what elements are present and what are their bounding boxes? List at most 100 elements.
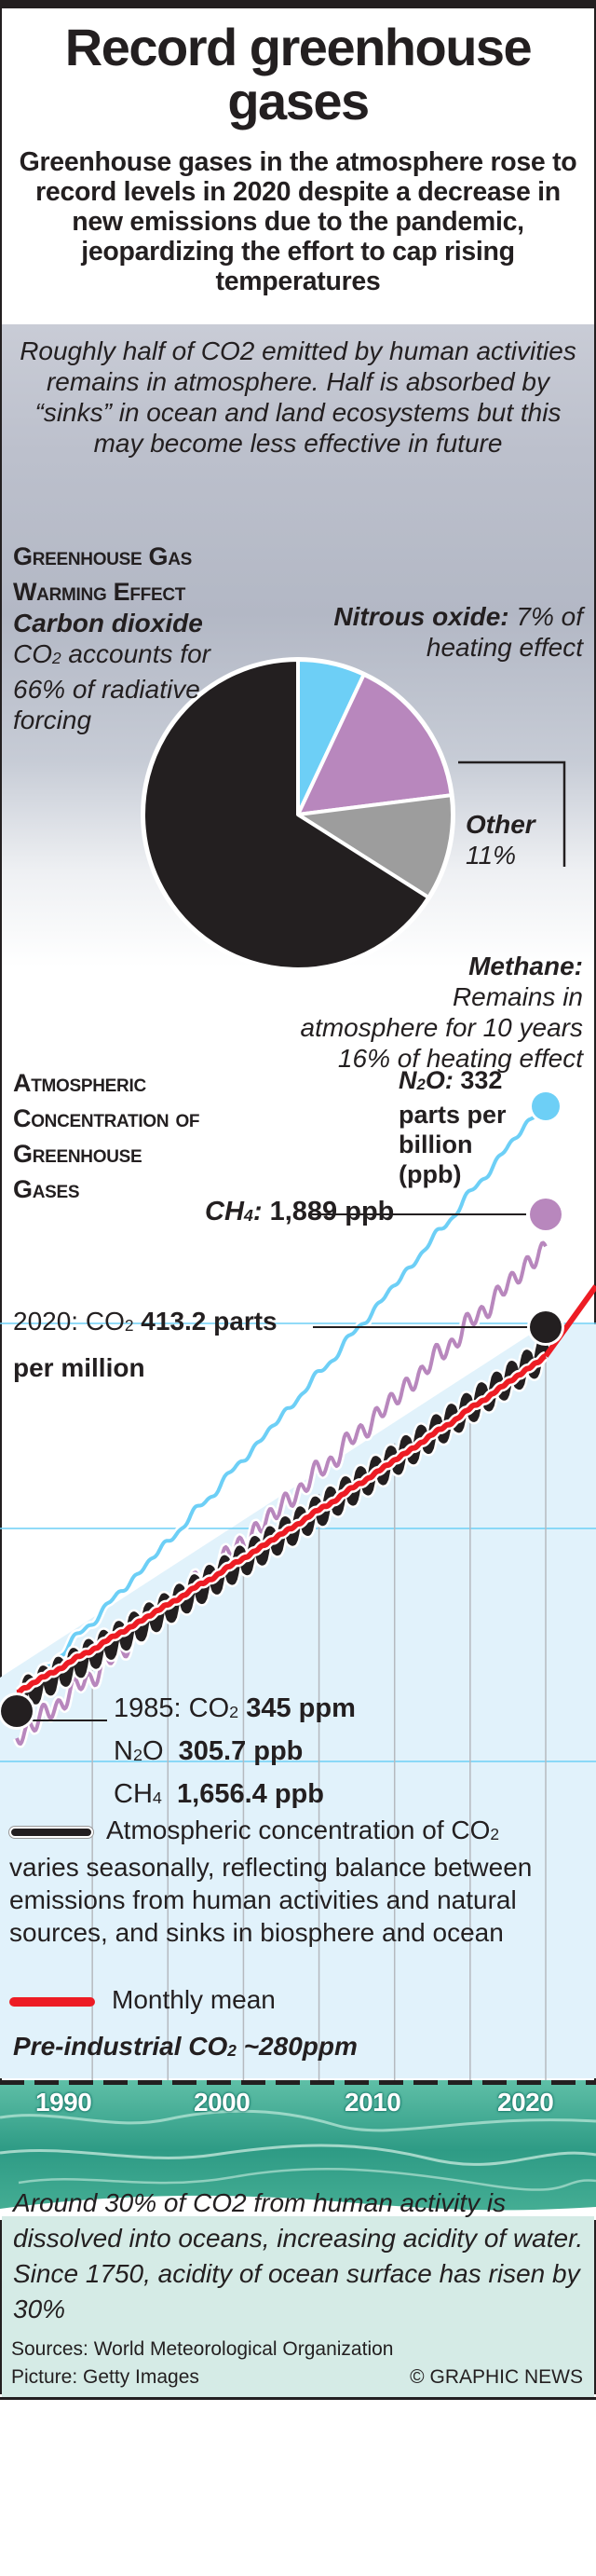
methane-leader-line (458, 760, 566, 867)
mean-legend: Monthly mean (9, 1983, 276, 2016)
ch4-pie-label: Methane: Remains in atmosphere for 10 ye… (210, 951, 584, 1074)
ch4-subscript: 4 (243, 1205, 253, 1225)
concentration-heading-line4: Gases (13, 1175, 80, 1203)
co2-pie-desc: CO2 accounts for 66% of radiative forcin… (13, 639, 210, 734)
n2o-subscript: 2 (416, 1075, 426, 1093)
concentration-heading-line1: Atmospheric (13, 1069, 146, 1097)
pie-slice-other (296, 793, 454, 899)
x-tick-2020: 2020 (497, 2088, 554, 2117)
ch4-1985: CH4 1,656.4 ppb (114, 1774, 356, 1817)
concentration-heading-line3: Greenhouse (13, 1140, 142, 1168)
concentration-heading: Atmospheric Concentration of Greenhouse … (13, 1065, 200, 1207)
carbon-sink-note: Roughly half of CO2 emitted by human act… (20, 336, 576, 458)
ch4-formula: CH4: (205, 1197, 263, 1226)
ch4-2020-value: 1,889 ppb (262, 1197, 395, 1226)
seasonal-legend: Atmospheric concentration of CO2 varies … (9, 1814, 587, 1949)
preindustrial-label: Pre-industrial CO2 ~280ppm (13, 2030, 358, 2067)
picture-credit: Picture: Getty Images (11, 2366, 199, 2388)
co2-1985-value: 345 ppm (238, 1693, 356, 1723)
co2-2020-label: 2020: CO2 413.2 parts per million (13, 1300, 311, 1390)
series-n2o (16, 1098, 548, 1700)
right-border (594, 8, 596, 2394)
seasonal-legend-text: Atmospheric concentration of CO (106, 1816, 491, 1844)
ch4-pie-desc-line3: 16% of heating effect (337, 1044, 583, 1073)
n2o-unit-line3: (ppb) (399, 1159, 462, 1188)
ocean-acidity-note: Around 30% of CO2 from human activity is… (13, 2188, 584, 2323)
co2-1985-year: 1985: CO (114, 1693, 230, 1723)
co2-1985-marker (1, 1695, 33, 1727)
n2o-pie-label: Nitrous oxide: 7% of heating effect (266, 601, 583, 663)
values-1985-label: 1985: CO2 345 ppm N2O 305.7 ppb CH4 1,65… (114, 1689, 356, 1817)
legend-area-fill (0, 1733, 596, 2078)
co2-subscript: 2 (227, 2040, 237, 2060)
co2-subscript: 2 (490, 1824, 500, 1843)
page-title: Record greenhouse gases (64, 18, 533, 130)
x-tick-2010: 2010 (345, 2088, 401, 2117)
other-pie-label: Other 11% (466, 809, 535, 870)
n2o-1985: N2O 305.7 ppb (114, 1732, 356, 1774)
footer-panel (2, 2216, 594, 2397)
ch4-pie-name: Methane: (468, 952, 583, 980)
pie-slice-carbon-dioxide (142, 658, 431, 971)
n2o-2020-label: N2O: 332 parts per billion (ppb) (399, 1065, 507, 1189)
co2-pie-label: Carbon dioxide CO2 accounts for 66% of r… (13, 608, 237, 735)
copyright: © GRAPHIC NEWS (410, 2366, 583, 2388)
n2o-formula-n: N (114, 1735, 133, 1766)
ch4-subscript: 4 (152, 1788, 162, 1807)
subtitle: Greenhouse gases in the atmosphere rose … (19, 147, 577, 296)
n2o-formula-o: O (142, 1735, 164, 1766)
concentration-heading-line2: Concentration of (13, 1104, 200, 1132)
ocean-image (0, 2080, 596, 2220)
ch4-formula-ch: CH (114, 1778, 153, 1809)
ch4-2020-marker (530, 1199, 562, 1230)
bottom-border (0, 2397, 596, 2400)
series-co2-mean (15, 1353, 548, 1695)
co2-2020-marker (530, 1311, 562, 1343)
n2o-pie-desc: 7% of heating effect (426, 602, 583, 662)
ch4-formula-ch: CH (205, 1197, 244, 1226)
ch4-1985-value: 1,656.4 ppb (161, 1778, 324, 1809)
co2-subscript: 2 (52, 648, 61, 667)
n2o-formula-o: O: (425, 1066, 454, 1094)
co2-subscript: 2 (229, 1702, 239, 1721)
x-tick-1990: 1990 (35, 2088, 92, 2117)
mean-legend-text: Monthly mean (112, 1985, 276, 2014)
x-tick-2000: 2000 (194, 2088, 251, 2117)
co2-formula: CO (13, 639, 52, 668)
co2-subscript: 2 (124, 1315, 134, 1335)
concentration-line-chart (0, 1089, 596, 2080)
n2o-subscript: 2 (132, 1745, 142, 1764)
top-border (0, 0, 596, 8)
n2o-formula-n: N (399, 1066, 417, 1094)
ch4-2020-label: CH4: 1,889 ppb (205, 1196, 394, 1231)
ch4-colon: : (252, 1197, 263, 1226)
n2o-pie-name: Nitrous oxide: (333, 602, 509, 631)
ch4-pie-desc-line2: atmosphere for 10 years (300, 1013, 584, 1042)
co2-1985: 1985: CO2 345 ppm (114, 1689, 356, 1732)
n2o-unit-line1: parts per (399, 1100, 507, 1129)
mean-legend-swatch (9, 1996, 95, 2007)
other-pie-desc: 11% (466, 841, 516, 870)
n2o-formula: N2O: (399, 1066, 454, 1094)
co2-2020-value: 413.2 parts (133, 1307, 278, 1336)
pie-slice-methane (296, 672, 454, 816)
n2o-unit-line2: billion (399, 1130, 473, 1158)
pie-heading: Greenhouse Gas Warming Effect (13, 539, 192, 610)
preindustrial-text: Pre-industrial CO (13, 2032, 228, 2061)
pie-heading-line1: Greenhouse Gas (13, 542, 193, 570)
pie-heading-line2: Warming Effect (13, 578, 186, 606)
n2o-1985-value: 305.7 ppb (163, 1735, 304, 1766)
co2-mean-extension (543, 1284, 596, 1358)
seasonal-legend-desc: varies seasonally, reflecting balance be… (9, 1852, 533, 1947)
co2-pie-desc-text: accounts for 66% of radiative forcing (13, 639, 210, 734)
left-border (0, 8, 2, 2394)
preindustrial-value: ~280ppm (236, 2032, 358, 2061)
ch4-pie-desc-line1: Remains in (452, 982, 583, 1011)
source-text: Sources: World Meteorological Organizati… (11, 2338, 394, 2360)
n2o-2020-value: 332 (453, 1066, 503, 1094)
seasonal-legend-swatch (9, 1826, 93, 1838)
n2o-2020-marker (532, 1092, 560, 1120)
other-pie-name: Other (466, 810, 535, 839)
warming-effect-pie-chart (141, 657, 566, 972)
co2-pie-name: Carbon dioxide (13, 609, 203, 637)
